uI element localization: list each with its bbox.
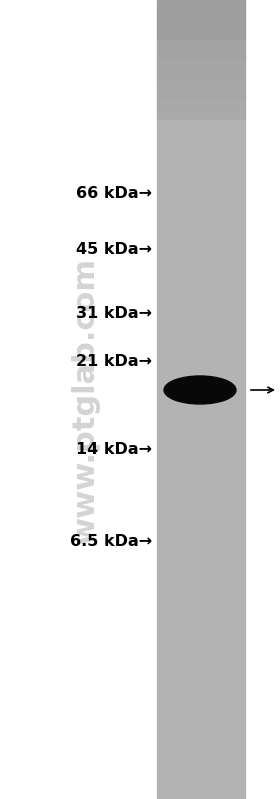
Text: 21 kDa→: 21 kDa→ [76, 355, 152, 369]
Bar [157, 380, 245, 400]
Bar [157, 300, 245, 320]
Bar [157, 599, 245, 619]
Bar [157, 340, 245, 360]
Bar [157, 260, 245, 280]
Bar [157, 160, 245, 180]
Bar [157, 719, 245, 739]
Text: 45 kDa→: 45 kDa→ [76, 241, 152, 256]
Bar [157, 439, 245, 459]
Bar [157, 360, 245, 380]
Bar [157, 619, 245, 639]
Bar [157, 200, 245, 220]
Text: 6.5 kDa→: 6.5 kDa→ [70, 535, 152, 550]
Bar [157, 519, 245, 539]
Text: 14 kDa→: 14 kDa→ [76, 443, 152, 458]
Bar [157, 180, 245, 200]
Text: 66 kDa→: 66 kDa→ [76, 185, 152, 201]
Bar [157, 739, 245, 759]
Bar [157, 459, 245, 479]
Bar [157, 779, 245, 799]
Bar [157, 400, 245, 419]
Bar [157, 100, 245, 120]
Bar [157, 80, 245, 100]
Bar [157, 140, 245, 160]
Bar [157, 120, 245, 140]
Bar [157, 659, 245, 679]
Bar [157, 320, 245, 340]
Bar [157, 40, 245, 60]
Bar [157, 60, 245, 80]
Bar [157, 0, 245, 20]
Bar [157, 579, 245, 599]
Bar [157, 699, 245, 719]
Bar [157, 639, 245, 659]
Bar [157, 499, 245, 519]
Bar [157, 539, 245, 559]
Bar [157, 679, 245, 699]
Bar [157, 220, 245, 240]
Bar [157, 20, 245, 40]
Bar [157, 240, 245, 260]
Bar [157, 759, 245, 779]
Bar [157, 479, 245, 499]
Ellipse shape [164, 376, 236, 404]
Bar [157, 419, 245, 439]
Text: www.ptglab.com: www.ptglab.com [71, 256, 99, 543]
Text: 31 kDa→: 31 kDa→ [76, 305, 152, 320]
Bar [157, 559, 245, 579]
Bar [157, 280, 245, 300]
